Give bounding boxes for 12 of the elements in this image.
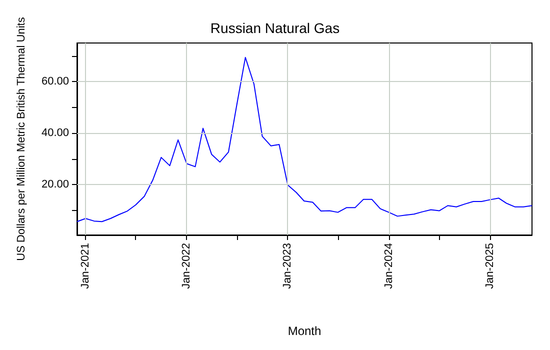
x-tick-label: Jan-2022 [180, 243, 193, 289]
x-tick-label: Jan-2021 [80, 243, 92, 289]
x-tick-label: Jan-2023 [282, 243, 294, 289]
x-axis-title: Month [288, 324, 322, 338]
y-tick-label: 40.00 [41, 127, 69, 140]
x-tick-label: Jan-2024 [382, 243, 395, 289]
y-axis-title: US Dollars per Million Metric British Thermal Units [16, 16, 28, 261]
y-tick-label: 20.00 [41, 178, 69, 191]
line-series [76, 56, 532, 222]
y-tick-label: 60.00 [41, 76, 69, 88]
chart-title: Russian Natural Gas [210, 20, 340, 36]
x-tick-label: Jan-2025 [484, 243, 496, 289]
